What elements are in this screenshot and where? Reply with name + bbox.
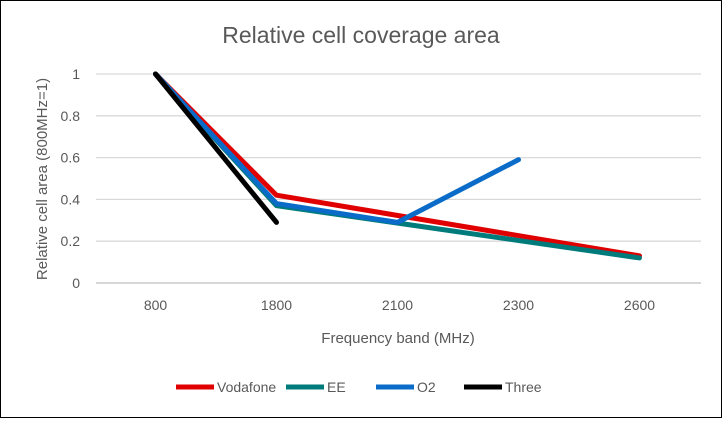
y-axis-label: Relative cell area (800MHz=1) <box>34 78 51 280</box>
legend-label: Vodafone <box>217 379 276 395</box>
series-line-three <box>153 71 279 225</box>
y-tick-labels: 0 0.2 0.4 0.6 0.8 1 <box>61 66 81 291</box>
legend-label: Three <box>505 379 542 395</box>
chart-title: Relative cell coverage area <box>222 22 500 48</box>
y-tick-label: 0.8 <box>61 108 81 124</box>
y-tick-label: 1 <box>72 66 80 82</box>
legend-item-ee: EE <box>286 379 346 395</box>
x-tick-label: 2300 <box>503 297 534 313</box>
y-tick-label: 0.4 <box>61 191 81 207</box>
legend-item-vodafone: Vodafone <box>176 379 276 395</box>
x-tick-label: 2100 <box>382 297 413 313</box>
legend-label: EE <box>327 379 346 395</box>
x-tick-label: 2600 <box>624 297 655 313</box>
y-tick-label: 0.6 <box>61 150 81 166</box>
legend-item-o2: O2 <box>376 379 436 395</box>
y-tick-label: 0.2 <box>61 233 81 249</box>
x-axis-label: Frequency band (MHz) <box>321 330 474 347</box>
series-lines <box>153 71 642 261</box>
legend-item-three: Three <box>464 379 542 395</box>
x-tick-label: 800 <box>144 297 168 313</box>
x-tick-labels: 800 1800 2100 2300 2600 <box>144 297 655 313</box>
x-tick-label: 1800 <box>261 297 292 313</box>
legend: Vodafone EE O2 Three <box>176 379 542 395</box>
legend-label: O2 <box>417 379 436 395</box>
y-tick-label: 0 <box>72 275 80 291</box>
series-line-o2 <box>153 71 521 225</box>
